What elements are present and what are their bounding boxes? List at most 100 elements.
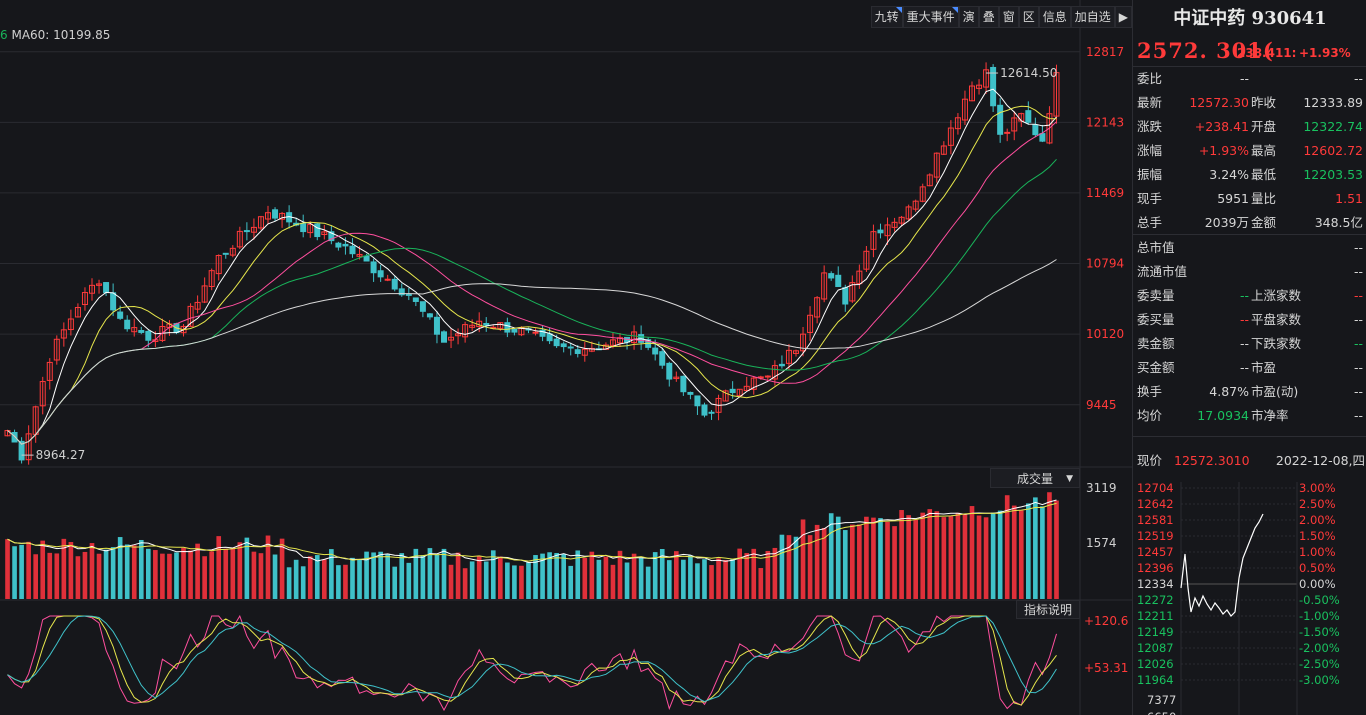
candle-body: [969, 85, 975, 102]
candle-body: [504, 322, 511, 333]
candle-body: [377, 270, 384, 278]
candle-body: [912, 200, 919, 210]
volume-bar: [399, 553, 405, 599]
volume-bar: [730, 558, 735, 599]
volume-bar: [455, 552, 461, 599]
candle-body: [884, 224, 891, 237]
volume-bar: [638, 557, 644, 599]
candle-body: [926, 174, 933, 187]
volume-bar: [828, 513, 834, 599]
candle-body: [243, 230, 250, 233]
now-row: 现价 12572.3010 2022-12-08,四: [1137, 450, 1365, 469]
volume-bar: [350, 557, 355, 599]
price-tick: 9445: [1086, 398, 1117, 412]
candle-body: [736, 388, 743, 397]
candle-body: [905, 206, 912, 220]
candle-body: [405, 293, 412, 296]
mini-price-tick: 11964: [1137, 673, 1174, 687]
candle-body: [363, 255, 370, 262]
low-label: 8964.27: [36, 448, 86, 462]
candle-body: [828, 273, 835, 279]
indicator-help-button[interactable]: 指标说明: [1016, 600, 1080, 619]
volume-bar: [441, 548, 447, 599]
quote-row: 委卖量 -- 上涨家数 --: [1137, 288, 1363, 303]
volume-bar: [223, 548, 229, 599]
mini-pct-tick: 0.00%: [1299, 577, 1336, 591]
candle-body: [743, 385, 750, 392]
volume-bar: [469, 561, 475, 599]
kline-chart[interactable]: 12817 12143 11469 10794 10120 9445 12614.50 896…: [0, 0, 1132, 715]
mini-pct-tick: 1.00%: [1299, 545, 1336, 559]
intraday-mini-chart[interactable]: 12704 3.00% 12642 2.50% 12581 2.00% 12519 1.50%…: [1133, 478, 1366, 715]
toolbar-2[interactable]: 演: [958, 6, 979, 28]
candle-body: [236, 230, 243, 248]
candle-body: [356, 253, 363, 257]
candle-body: [764, 375, 771, 378]
mini-price-tick: 12211: [1137, 609, 1174, 623]
candle-body: [778, 363, 785, 367]
volume-bar: [153, 550, 158, 599]
volume-bar: [568, 565, 574, 599]
volume-bar: [1011, 505, 1017, 599]
candle-body: [448, 336, 455, 341]
toolbar-5[interactable]: 区: [1018, 6, 1039, 28]
candle-body: [60, 329, 67, 339]
volume-bar: [476, 556, 482, 599]
candle-body: [870, 231, 877, 250]
toolbar-6[interactable]: 信息: [1038, 6, 1071, 28]
candle-body: [497, 322, 504, 329]
ma60-label: MA60: 10199.85: [11, 28, 111, 42]
candle-body: [208, 270, 215, 288]
expand-icon[interactable]: ▶: [1114, 6, 1132, 28]
toolbar-0[interactable]: 九转: [870, 6, 903, 28]
volume-bar: [934, 511, 940, 599]
candle-body: [419, 301, 426, 312]
volume-bar: [195, 543, 200, 599]
candle-body: [659, 351, 666, 366]
price-tick: 10120: [1086, 327, 1124, 341]
toolbar-7[interactable]: 加自选: [1070, 6, 1115, 28]
volume-bar: [413, 548, 419, 599]
quote-row: 买金额 -- 市盈 --: [1137, 360, 1363, 375]
volume-bar: [751, 548, 757, 599]
candle-body: [469, 324, 476, 328]
volume-bar: [512, 565, 517, 599]
volume-bar: [596, 559, 602, 599]
volume-bar: [61, 538, 67, 599]
quote-row: 委比 -- --: [1137, 71, 1363, 86]
candle-body: [433, 316, 440, 335]
toolbar-1[interactable]: 重大事件: [902, 6, 959, 28]
candle-body: [370, 261, 377, 274]
volume-bar: [434, 554, 440, 599]
last-price: 2572. 301(: [1137, 38, 1274, 63]
volume-bar: [709, 565, 714, 599]
volume-bar: [807, 535, 813, 599]
candle-body: [265, 212, 271, 220]
toolbar-3[interactable]: 叠: [978, 6, 999, 28]
mini-pct-tick: 3.00%: [1299, 481, 1336, 495]
candle-body: [25, 433, 32, 461]
candle-body: [117, 311, 124, 319]
volume-bar: [498, 556, 503, 599]
volume-bar: [1026, 503, 1031, 599]
volume-bar: [878, 518, 883, 599]
candle-body: [947, 127, 954, 146]
candle-body: [215, 255, 222, 275]
candle-body: [961, 98, 968, 121]
candle-body: [1039, 133, 1046, 142]
volume-bar: [716, 558, 721, 599]
volume-bar: [772, 547, 778, 599]
candle-body: [814, 297, 821, 318]
volume-bar: [871, 517, 876, 599]
candle-body: [785, 349, 792, 364]
volume-indicator-select[interactable]: 成交量 ▼: [990, 468, 1080, 488]
toolbar-4[interactable]: 窗: [998, 6, 1019, 28]
candle-body: [940, 145, 947, 155]
ma-line-ma5: [7, 88, 1057, 445]
mini-price-tick: 12272: [1137, 593, 1174, 607]
candle-body: [67, 318, 74, 331]
candle-body: [335, 242, 342, 248]
kline-chart-area[interactable]: 12817 12143 11469 10794 10120 9445 12614.50 896…: [0, 0, 1132, 715]
candle-body: [849, 282, 856, 302]
candle-body: [81, 292, 88, 306]
